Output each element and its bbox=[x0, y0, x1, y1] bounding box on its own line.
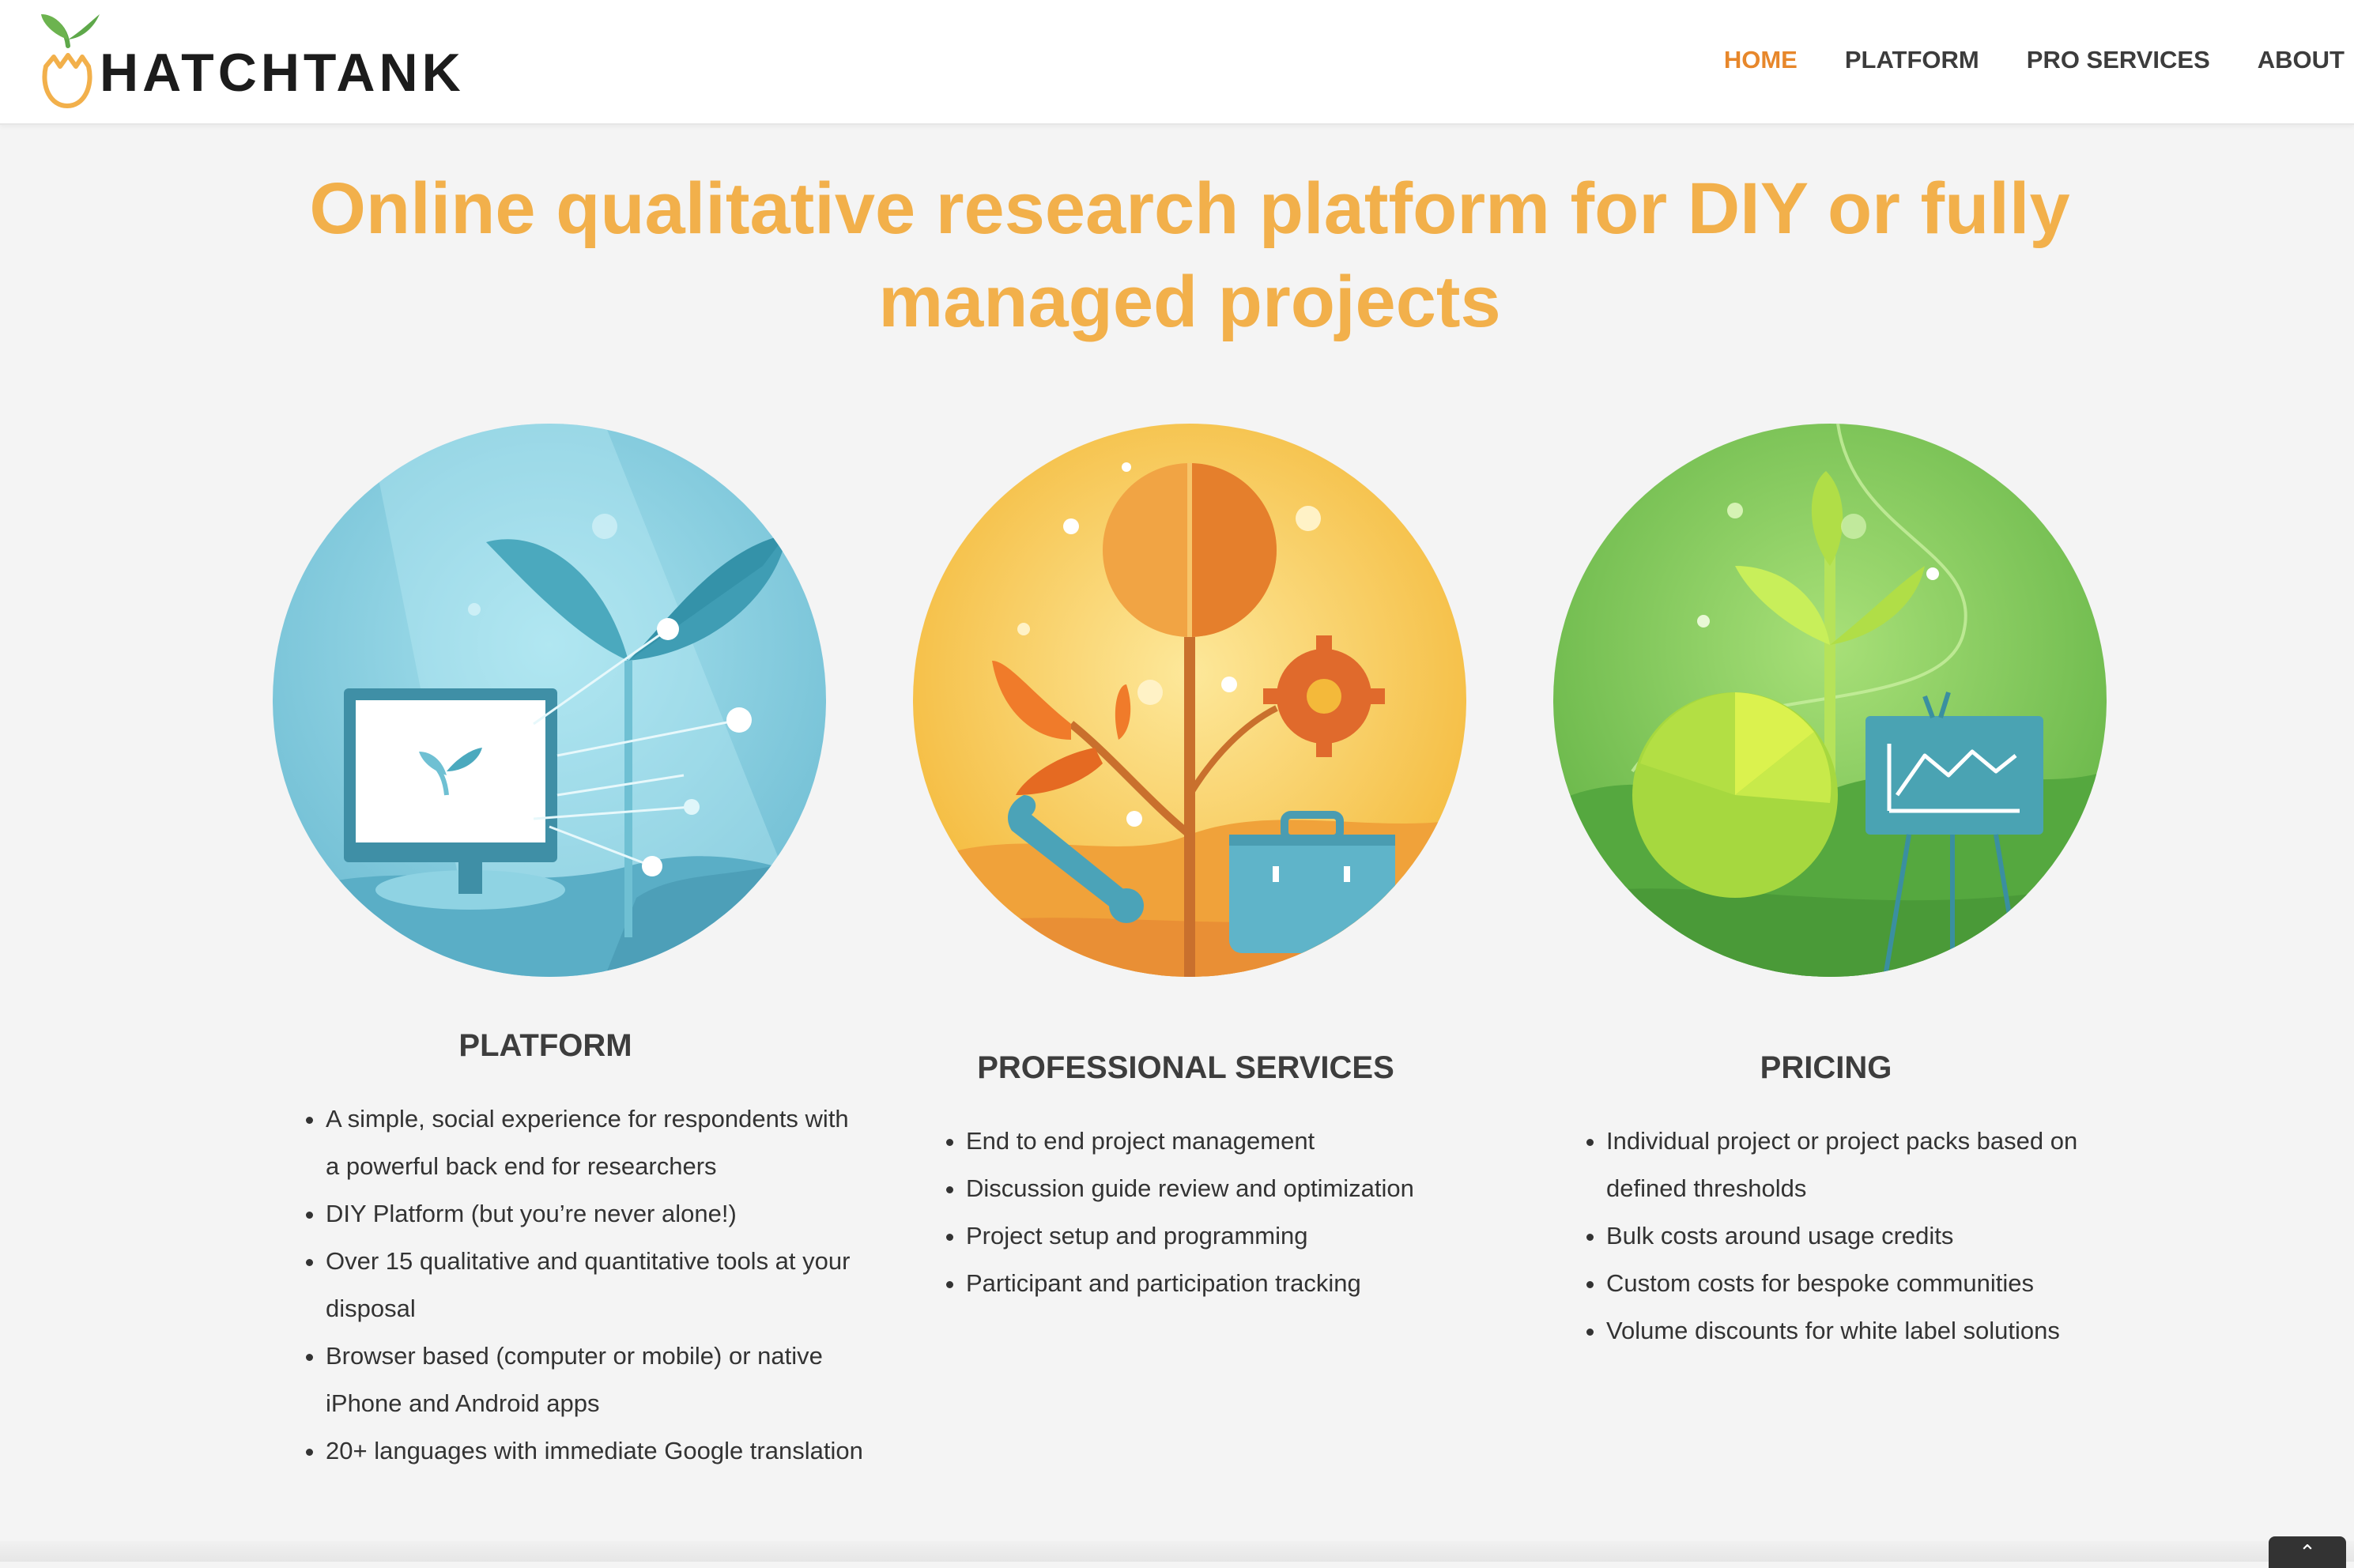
list-item: Bulk costs around usage credits bbox=[1606, 1212, 2144, 1260]
sprout-egg-logo-icon bbox=[41, 14, 100, 108]
list-item: Participant and participation tracking bbox=[966, 1260, 1503, 1307]
list-item: Custom costs for bespoke communities bbox=[1606, 1260, 2144, 1307]
nav-home[interactable]: HOME bbox=[1723, 46, 1798, 74]
site-header: HATCHTANK HOME PLATFORM PRO SERVICES ABO… bbox=[0, 0, 2354, 125]
nav-platform[interactable]: PLATFORM bbox=[1844, 46, 1979, 74]
list-item: Browser based (computer or mobile) or na… bbox=[326, 1332, 863, 1427]
list-item: A simple, social experience for responde… bbox=[326, 1095, 863, 1190]
hero-headline-line2: managed projects bbox=[878, 262, 1501, 342]
nav-pro-services[interactable]: PRO SERVICES bbox=[2026, 46, 2210, 74]
computer-and-sprout-illustration[interactable] bbox=[273, 424, 826, 977]
nav-about[interactable]: ABOUT bbox=[2257, 46, 2345, 74]
chevron-up-icon: ⌃ bbox=[2299, 1540, 2316, 1564]
list-item: Project setup and programming bbox=[966, 1212, 1503, 1260]
hero-headline: Online qualitative research platform for… bbox=[229, 162, 2150, 349]
platform-column: PLATFORM A simple, social experience for… bbox=[261, 424, 863, 1530]
professional-services-bullet-list: End to end project management Discussion… bbox=[933, 1118, 1503, 1307]
professional-services-column: PROFESSIONAL SERVICES End to end project… bbox=[901, 424, 1470, 1530]
brand-name: HATCHTANK bbox=[100, 43, 465, 103]
list-item: Volume discounts for white label solutio… bbox=[1606, 1307, 2144, 1355]
pricing-bullet-list: Individual project or project packs base… bbox=[1573, 1118, 2144, 1355]
tree-tools-briefcase-illustration[interactable] bbox=[913, 424, 1466, 977]
pricing-column: PRICING Individual project or project pa… bbox=[1541, 424, 2111, 1530]
hero-headline-line1: Online qualitative research platform for… bbox=[309, 168, 2070, 249]
professional-services-title: PROFESSIONAL SERVICES bbox=[977, 1050, 1394, 1085]
platform-title: PLATFORM bbox=[458, 1028, 632, 1063]
list-item: End to end project management bbox=[966, 1118, 1503, 1165]
list-item: 20+ languages with immediate Google tran… bbox=[326, 1427, 863, 1475]
pricing-title: PRICING bbox=[1760, 1050, 1892, 1085]
site-logo[interactable]: HATCHTANK bbox=[36, 8, 463, 109]
platform-bullet-list: A simple, social experience for responde… bbox=[292, 1095, 863, 1475]
list-item: Individual project or project packs base… bbox=[1606, 1118, 2144, 1212]
list-item: Over 15 qualitative and quantitative too… bbox=[326, 1238, 863, 1332]
scroll-to-top-button[interactable]: ⌃ bbox=[2269, 1536, 2346, 1568]
list-item: DIY Platform (but you’re never alone!) bbox=[326, 1190, 863, 1238]
pie-chart-and-easel-illustration[interactable] bbox=[1553, 424, 2107, 977]
page-bottom-edge bbox=[0, 1541, 2354, 1562]
main-nav: HOME PLATFORM PRO SERVICES ABOUT bbox=[1724, 44, 2345, 76]
list-item: Discussion guide review and optimization bbox=[966, 1165, 1503, 1212]
